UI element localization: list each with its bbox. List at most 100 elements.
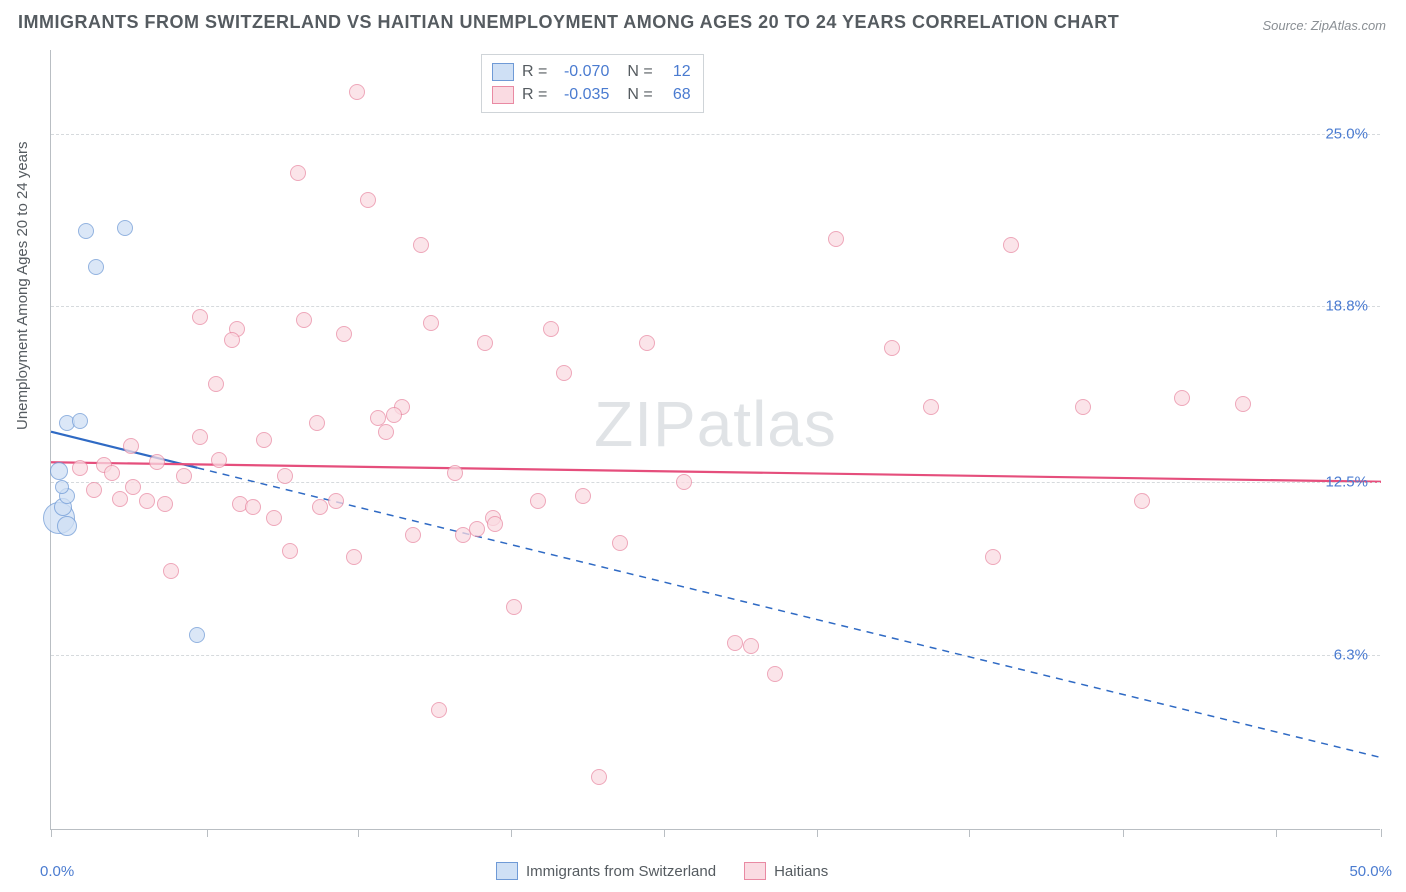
data-point	[282, 543, 298, 559]
data-point	[447, 465, 463, 481]
data-point	[1075, 399, 1091, 415]
data-point	[125, 479, 141, 495]
y-axis-label: Unemployment Among Ages 20 to 24 years	[14, 141, 31, 430]
y-tick-label: 6.3%	[1334, 646, 1368, 663]
data-point	[349, 84, 365, 100]
data-point	[266, 510, 282, 526]
n-label: N =	[627, 83, 652, 106]
y-tick-label: 12.5%	[1325, 473, 1368, 490]
y-tick-label: 25.0%	[1325, 125, 1368, 142]
data-point	[112, 491, 128, 507]
data-point	[727, 635, 743, 651]
data-point	[296, 312, 312, 328]
data-point	[386, 407, 402, 423]
r-label: R =	[522, 83, 547, 106]
data-point	[884, 340, 900, 356]
legend-label-0: Immigrants from Switzerland	[526, 863, 716, 880]
data-point	[157, 496, 173, 512]
data-point	[767, 666, 783, 682]
data-point	[1235, 396, 1251, 412]
data-point	[139, 493, 155, 509]
n-value-1: 68	[661, 83, 691, 106]
x-tick	[817, 829, 818, 837]
data-point	[290, 165, 306, 181]
data-point	[123, 438, 139, 454]
data-point	[360, 192, 376, 208]
r-value-1: -0.035	[555, 83, 609, 106]
data-point	[309, 415, 325, 431]
data-point	[676, 474, 692, 490]
data-point	[378, 424, 394, 440]
data-point	[149, 454, 165, 470]
data-point	[245, 499, 261, 515]
source-label: Source: ZipAtlas.com	[1262, 18, 1386, 33]
data-point	[1003, 237, 1019, 253]
data-point	[1174, 390, 1190, 406]
data-point	[923, 399, 939, 415]
gridline	[51, 306, 1380, 307]
gridline	[51, 134, 1380, 135]
data-point	[328, 493, 344, 509]
swatch-series-0	[492, 63, 514, 81]
n-value-0: 12	[661, 60, 691, 83]
data-point	[50, 462, 68, 480]
data-point	[346, 549, 362, 565]
swatch-series-0	[496, 862, 518, 880]
data-point	[469, 521, 485, 537]
data-point	[104, 465, 120, 481]
legend-item-0: Immigrants from Switzerland	[496, 862, 716, 880]
y-tick-label: 18.8%	[1325, 298, 1368, 315]
data-point	[828, 231, 844, 247]
data-point	[163, 563, 179, 579]
data-point	[72, 460, 88, 476]
trend-line	[51, 462, 1381, 482]
data-point	[256, 432, 272, 448]
data-point	[224, 332, 240, 348]
data-point	[72, 413, 88, 429]
data-point	[312, 499, 328, 515]
data-point	[423, 315, 439, 331]
r-label: R =	[522, 60, 547, 83]
data-point	[86, 482, 102, 498]
swatch-series-1	[744, 862, 766, 880]
stats-row-series-1: R = -0.035 N = 68	[492, 83, 691, 106]
x-tick	[1123, 829, 1124, 837]
x-tick	[664, 829, 665, 837]
data-point	[176, 468, 192, 484]
data-point	[405, 527, 421, 543]
data-point	[543, 321, 559, 337]
chart-title: IMMIGRANTS FROM SWITZERLAND VS HAITIAN U…	[18, 12, 1119, 33]
data-point	[55, 480, 69, 494]
data-point	[431, 702, 447, 718]
x-tick	[358, 829, 359, 837]
x-tick	[1381, 829, 1382, 837]
swatch-series-1	[492, 86, 514, 104]
trend-line	[197, 468, 1381, 758]
data-point	[192, 309, 208, 325]
x-tick	[969, 829, 970, 837]
stats-row-series-0: R = -0.070 N = 12	[492, 60, 691, 83]
data-point	[556, 365, 572, 381]
legend-label-1: Haitians	[774, 863, 828, 880]
data-point	[192, 429, 208, 445]
data-point	[639, 335, 655, 351]
stats-legend-box: R = -0.070 N = 12 R = -0.035 N = 68	[481, 54, 704, 113]
r-value-0: -0.070	[555, 60, 609, 83]
trend-lines-layer	[51, 50, 1380, 829]
data-point	[57, 516, 77, 536]
x-tick-label: 0.0%	[40, 863, 74, 880]
data-point	[88, 259, 104, 275]
n-label: N =	[627, 60, 652, 83]
x-tick	[207, 829, 208, 837]
data-point	[530, 493, 546, 509]
x-tick	[51, 829, 52, 837]
data-point	[477, 335, 493, 351]
x-tick	[511, 829, 512, 837]
plot-area: ZIPatlas R = -0.070 N = 12 R = -0.035 N …	[50, 50, 1380, 830]
data-point	[277, 468, 293, 484]
bottom-legend: Immigrants from Switzerland Haitians	[490, 860, 834, 882]
data-point	[211, 452, 227, 468]
data-point	[506, 599, 522, 615]
data-point	[743, 638, 759, 654]
x-tick-label: 50.0%	[1349, 863, 1392, 880]
